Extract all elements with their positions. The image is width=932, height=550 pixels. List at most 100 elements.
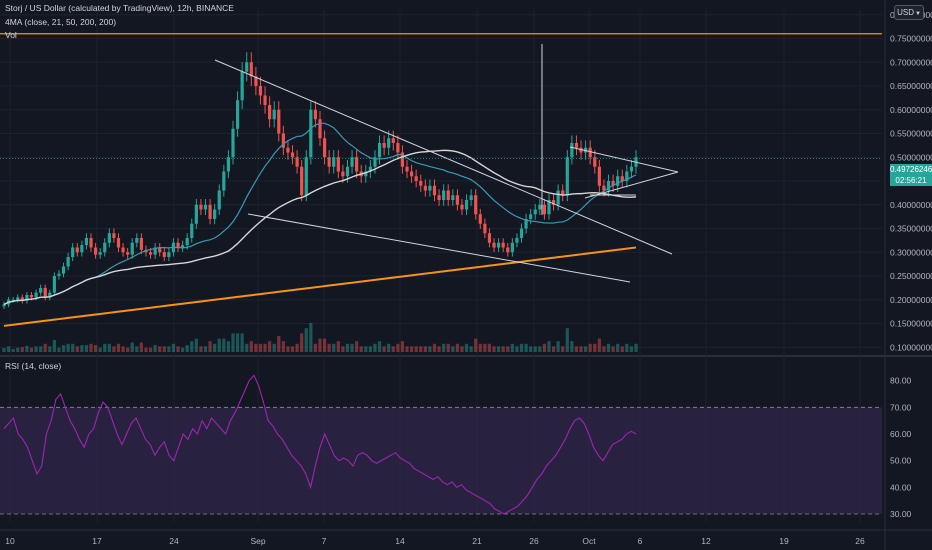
price-tick-label: 0.75000000 bbox=[890, 34, 932, 44]
volume-bar bbox=[304, 328, 308, 352]
candle-body bbox=[556, 190, 560, 205]
candle-body bbox=[616, 176, 620, 186]
volume-bar bbox=[185, 345, 189, 352]
candle-body bbox=[405, 166, 409, 172]
candle-body bbox=[542, 204, 547, 215]
currency-badge[interactable]: USD▼ bbox=[894, 5, 924, 20]
volume-bar bbox=[506, 346, 510, 352]
time-tick-label: 19 bbox=[779, 536, 789, 546]
volume-bar bbox=[387, 343, 391, 352]
candle-body bbox=[382, 143, 386, 148]
volume-bar bbox=[203, 346, 208, 352]
candle-body bbox=[332, 157, 336, 167]
volume-bar bbox=[167, 346, 171, 352]
volume-bar bbox=[112, 346, 116, 352]
volume-label: Vol bbox=[5, 30, 17, 40]
time-tick-label: Oct bbox=[582, 536, 596, 546]
volume-bar bbox=[295, 343, 299, 352]
volume-bar bbox=[199, 346, 203, 352]
volume-bar bbox=[194, 338, 198, 352]
candle-body bbox=[373, 157, 377, 167]
volume-bar bbox=[61, 345, 66, 352]
candle-body bbox=[61, 266, 66, 274]
volume-bar bbox=[80, 345, 84, 352]
candle-body bbox=[588, 147, 592, 158]
volume-bar bbox=[542, 343, 547, 352]
volume-bar bbox=[272, 343, 276, 352]
volume-bar bbox=[240, 333, 244, 352]
candle-body bbox=[483, 223, 487, 234]
candle-body bbox=[313, 109, 318, 120]
volume-bar bbox=[313, 343, 318, 352]
candle-body bbox=[208, 204, 212, 219]
volume-bar bbox=[226, 341, 231, 352]
candle-body bbox=[400, 152, 405, 167]
volume-bar bbox=[98, 347, 102, 352]
rsi-tick-label: 70.00 bbox=[890, 402, 912, 412]
volume-bar bbox=[629, 346, 634, 352]
volume-bar bbox=[446, 343, 450, 352]
candle-body bbox=[153, 247, 157, 255]
volume-bar bbox=[451, 346, 455, 352]
candle-body bbox=[515, 238, 519, 243]
candle-body bbox=[11, 299, 15, 301]
price-tick-label: 0.25000000 bbox=[890, 271, 932, 281]
volume-bar bbox=[373, 343, 377, 352]
volume-bar bbox=[29, 347, 34, 352]
candle-body bbox=[341, 171, 345, 177]
candle-body bbox=[442, 190, 446, 200]
volume-bar bbox=[103, 343, 107, 352]
volume-bar bbox=[318, 338, 322, 352]
volume-bar bbox=[464, 343, 469, 352]
candle-body bbox=[455, 195, 459, 205]
volume-bar bbox=[515, 346, 519, 352]
candle-body bbox=[268, 105, 272, 120]
volume-bar bbox=[423, 346, 427, 352]
candle-body bbox=[464, 200, 469, 210]
price-tick-label: 0.30000000 bbox=[890, 247, 932, 257]
price-tick-label: 0.20000000 bbox=[890, 295, 932, 305]
volume-bar bbox=[11, 349, 15, 352]
candle-body bbox=[254, 76, 258, 86]
price-tick-label: 0.10000000 bbox=[890, 342, 932, 352]
volume-bar bbox=[57, 347, 61, 352]
time-tick-label: 26 bbox=[529, 536, 539, 546]
time-tick-label: 10 bbox=[5, 536, 15, 546]
rsi-label: RSI (14, close) bbox=[5, 361, 62, 371]
volume-bar bbox=[52, 339, 56, 352]
candle-body bbox=[167, 252, 171, 257]
candle-body bbox=[249, 62, 253, 77]
volume-bar bbox=[144, 347, 148, 352]
volume-bar bbox=[66, 343, 70, 352]
candle-body bbox=[492, 242, 496, 248]
candle-body bbox=[551, 200, 556, 205]
time-tick-label: 14 bbox=[395, 536, 405, 546]
candle-body bbox=[222, 171, 226, 191]
volume-bar bbox=[16, 347, 20, 352]
volume-bar bbox=[359, 346, 363, 352]
candle-body bbox=[629, 166, 634, 172]
volume-bar bbox=[510, 343, 514, 352]
candle-body bbox=[574, 143, 579, 148]
candle-body bbox=[432, 185, 437, 196]
symbol-title: Storj / US Dollar (calculated by Trading… bbox=[5, 3, 234, 13]
volume-bar bbox=[84, 345, 89, 352]
candle-body bbox=[451, 195, 455, 200]
price-tick-label: 0.65000000 bbox=[890, 81, 932, 91]
volume-bar bbox=[93, 345, 98, 352]
candle-body bbox=[185, 238, 189, 246]
volume-bar bbox=[474, 338, 478, 352]
volume-bar bbox=[2, 348, 6, 352]
bar-countdown-tag: 02:56:21 bbox=[890, 175, 932, 186]
volume-bar bbox=[162, 346, 166, 352]
volume-bar bbox=[327, 343, 331, 352]
candle-body bbox=[295, 157, 299, 167]
rsi-tick-label: 50.00 bbox=[890, 456, 912, 466]
volume-bar bbox=[483, 343, 487, 352]
candle-body bbox=[620, 176, 624, 181]
price-tick-label: 0.40000000 bbox=[890, 200, 932, 210]
volume-bar bbox=[364, 346, 368, 352]
candle-body bbox=[300, 166, 304, 196]
volume-bar bbox=[606, 343, 611, 352]
